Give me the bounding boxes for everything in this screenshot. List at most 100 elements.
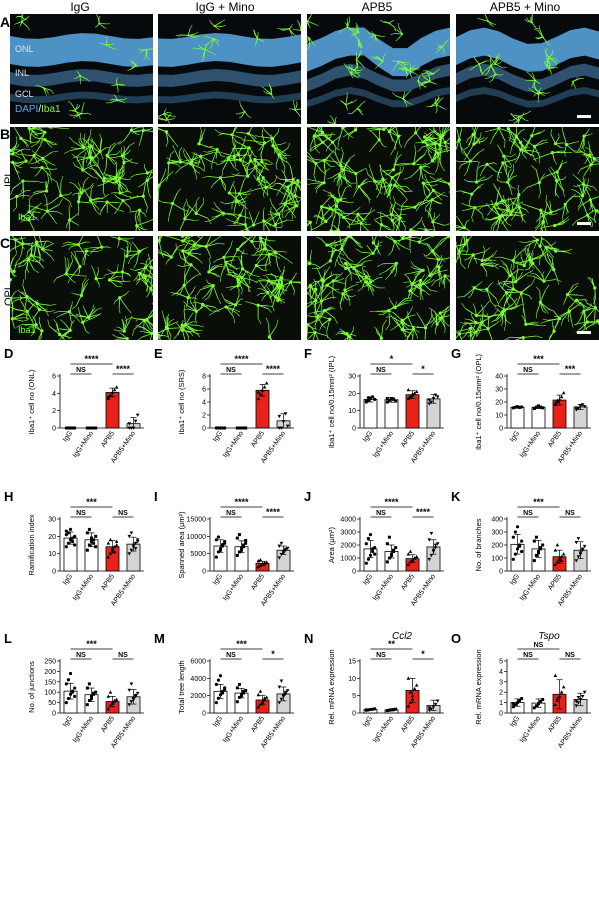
significance-label: NS (76, 652, 86, 659)
data-point (108, 393, 113, 397)
stain-iba1: Iba1 (41, 104, 61, 115)
data-point (66, 696, 71, 701)
x-tick-label: APB5 (400, 715, 416, 734)
y-tick-label: 0 (352, 711, 356, 718)
data-point (108, 703, 113, 708)
significance-bracket: **** (262, 507, 284, 518)
data-point (68, 527, 73, 531)
significance-label: NS (376, 367, 386, 374)
data-point (87, 682, 91, 686)
data-point (435, 699, 440, 703)
data-point (264, 695, 269, 699)
x-tick-label: IgG+Mino (222, 573, 245, 602)
data-point (532, 706, 536, 710)
significance-bracket: *** (517, 354, 560, 365)
data-point (214, 682, 218, 686)
data-point (553, 702, 558, 707)
significance-bracket: *** (70, 497, 113, 508)
y-tick-label: 0 (352, 569, 356, 576)
y-tick-label: 2 (202, 413, 206, 420)
data-point (240, 426, 243, 430)
x-tick-label: IgG (212, 573, 224, 586)
data-point (520, 549, 524, 554)
data-point (85, 531, 89, 535)
data-point (114, 539, 119, 543)
data-point (392, 397, 396, 401)
data-point (541, 406, 545, 410)
y-tick-label: 10 (495, 413, 503, 420)
data-point (541, 697, 545, 701)
stain-separator: / (38, 104, 42, 115)
data-point (285, 424, 290, 428)
data-point (223, 426, 227, 430)
data-point (244, 688, 248, 692)
data-point (64, 701, 68, 705)
data-point (218, 548, 223, 552)
data-point (135, 540, 140, 544)
data-point (539, 405, 543, 409)
significance-label: NS (376, 510, 386, 517)
x-tick-label: IgG+Mino (222, 715, 245, 744)
data-point (73, 426, 77, 430)
data-point (112, 544, 117, 549)
data-point (427, 402, 432, 406)
data-point (87, 527, 91, 531)
data-point (92, 538, 96, 542)
data-point (214, 538, 218, 542)
data-point (366, 396, 371, 400)
data-point (553, 673, 558, 677)
scale-bar (577, 222, 591, 225)
ipl-image-igg (10, 127, 153, 231)
data-point (429, 554, 434, 558)
data-point (68, 692, 73, 696)
data-point (582, 405, 587, 409)
data-point (70, 690, 75, 694)
bar-igg (510, 406, 525, 429)
x-tick-label: IgG (212, 430, 224, 443)
data-point (258, 702, 263, 706)
significance-label: NS (523, 367, 533, 374)
data-point (283, 547, 288, 552)
stain-legend: DAPI/Iba1 (15, 104, 61, 115)
panel-letter: D (4, 346, 13, 361)
x-tick-label: IgG (509, 715, 521, 728)
data-point (279, 697, 284, 702)
data-point (392, 708, 396, 712)
data-point (110, 390, 115, 394)
data-point (513, 552, 518, 556)
data-point (368, 533, 373, 537)
data-point (260, 388, 265, 392)
data-point (408, 690, 413, 694)
chart-panel-e: E 0 2 4 6 8 Iba1⁺ cell no (SRS) IgG IgG+Mino APB5… (154, 346, 300, 480)
significance-bracket: NS (70, 652, 92, 660)
data-point (574, 700, 579, 704)
data-point (532, 407, 536, 410)
error-bar (556, 679, 563, 710)
data-point (406, 552, 411, 556)
data-point (240, 694, 243, 698)
y-tick-label: 50 (48, 700, 56, 707)
y-axis-label: No. of branches (474, 518, 483, 571)
data-point (258, 558, 263, 562)
data-point (580, 694, 585, 699)
chart-panel-i: I 0 5000 10000 15000 Spanned area (μm²) IgG IgG… (154, 489, 300, 623)
data-point (410, 392, 415, 396)
data-point (127, 688, 132, 693)
data-point (385, 400, 389, 404)
data-point (517, 544, 522, 548)
data-point (135, 538, 140, 542)
data-point (244, 538, 248, 542)
data-point (85, 686, 89, 690)
y-tick-label: 5 (499, 659, 503, 666)
data-point (85, 548, 89, 552)
data-point (515, 525, 520, 529)
data-point (235, 553, 239, 557)
y-tick-label: 10 (348, 408, 356, 415)
y-tick-label: 4 (499, 669, 503, 676)
y-axis-label: Spanned area (μm²) (177, 511, 186, 579)
data-point (412, 686, 417, 691)
x-tick-label: IgG (62, 715, 74, 728)
y-tick-label: 6 (202, 387, 206, 394)
scale-bar (577, 331, 591, 334)
